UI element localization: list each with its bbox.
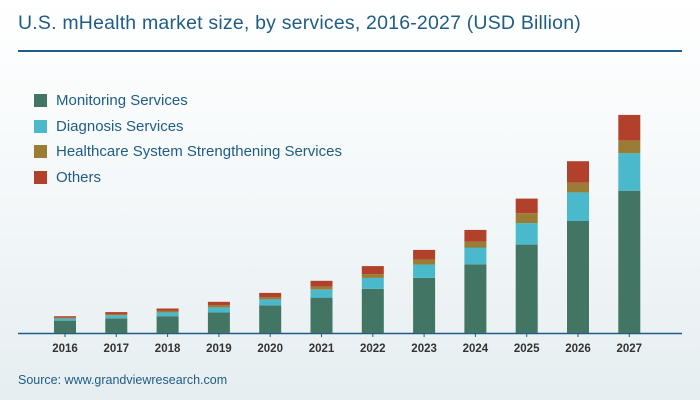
bar-segment <box>515 213 538 224</box>
legend-swatch <box>34 145 47 159</box>
bar-segment <box>207 305 230 308</box>
bar-segment <box>310 289 333 298</box>
bar-segment <box>259 305 282 333</box>
x-tick-label: 2022 <box>360 343 386 355</box>
x-tick-label: 2025 <box>514 343 540 355</box>
x-tick-label: 2017 <box>104 343 130 355</box>
title-divider <box>18 50 682 52</box>
bar-segment <box>618 153 641 191</box>
bar-segment <box>207 312 230 333</box>
bar-segment <box>618 190 641 333</box>
bar-segment <box>515 198 538 214</box>
x-tick-label: 2021 <box>309 343 335 355</box>
bar-segment <box>54 317 76 319</box>
bar-segment <box>567 182 589 193</box>
bar-segment <box>105 312 128 315</box>
legend-label: Others <box>56 168 102 186</box>
legend-swatch <box>34 170 47 184</box>
legend-item: Monitoring Services <box>34 88 342 114</box>
bar-segment <box>464 229 487 242</box>
bar-segment <box>156 312 179 317</box>
bar-segment <box>618 114 641 141</box>
bar-segment <box>105 318 128 333</box>
legend-label: Healthcare System Strengthening Services <box>56 143 342 161</box>
legend-item: Diagnosis Services <box>34 114 342 140</box>
bar-segment <box>361 274 384 278</box>
bar-segment <box>54 316 76 318</box>
x-tick-label: 2020 <box>257 343 283 355</box>
bar-segment <box>515 223 538 245</box>
x-tick-label: 2024 <box>463 343 489 355</box>
legend-label: Monitoring Services <box>56 92 188 110</box>
source-note: Source: www.grandviewresearch.com <box>18 373 228 387</box>
bar-segment <box>361 288 384 333</box>
bar-segment <box>259 297 282 300</box>
bar-segment <box>567 161 589 183</box>
legend-swatch <box>34 119 47 133</box>
chart-title: U.S. mHealth market size, by services, 2… <box>18 12 581 34</box>
bar-segment <box>207 301 230 306</box>
bar-segment <box>310 286 333 290</box>
legend-label: Diagnosis Services <box>56 117 184 135</box>
x-tick-label: 2018 <box>155 343 181 355</box>
bar-segment <box>105 314 128 316</box>
bar-segment <box>54 318 76 321</box>
bar-segment <box>156 308 179 311</box>
x-tick-label: 2026 <box>565 343 591 355</box>
bar-segment <box>105 315 128 319</box>
bar-segment <box>310 297 333 333</box>
x-tick-label: 2023 <box>411 343 437 355</box>
legend-swatch <box>34 94 47 108</box>
bar-segment <box>464 247 487 265</box>
bar-segment <box>413 264 436 278</box>
bar-segment <box>413 277 436 333</box>
bar-segment <box>310 280 333 287</box>
bar-segment <box>361 266 384 275</box>
bar-segment <box>413 249 436 260</box>
bar-segment <box>259 299 282 306</box>
bar-segment <box>361 277 384 289</box>
x-tick-label: 2016 <box>52 343 78 355</box>
bar-segment <box>156 310 179 313</box>
legend-item: Others <box>34 165 342 191</box>
bar-segment <box>207 307 230 313</box>
x-tick-label: 2019 <box>206 343 232 355</box>
bar-segment <box>464 241 487 248</box>
bar-segment <box>567 192 589 221</box>
bar-segment <box>464 264 487 333</box>
bar-segment <box>54 320 76 333</box>
bar-segment <box>618 140 641 154</box>
bar-segment <box>259 292 282 298</box>
chart-legend: Monitoring Services Diagnosis Services Hea… <box>34 88 342 190</box>
legend-item: Healthcare System Strengthening Services <box>34 139 342 165</box>
bar-segment <box>413 259 436 265</box>
bar-segment <box>515 244 538 333</box>
bar-segment <box>156 316 179 333</box>
bar-segment <box>567 221 589 333</box>
x-tick-label: 2027 <box>617 343 643 355</box>
